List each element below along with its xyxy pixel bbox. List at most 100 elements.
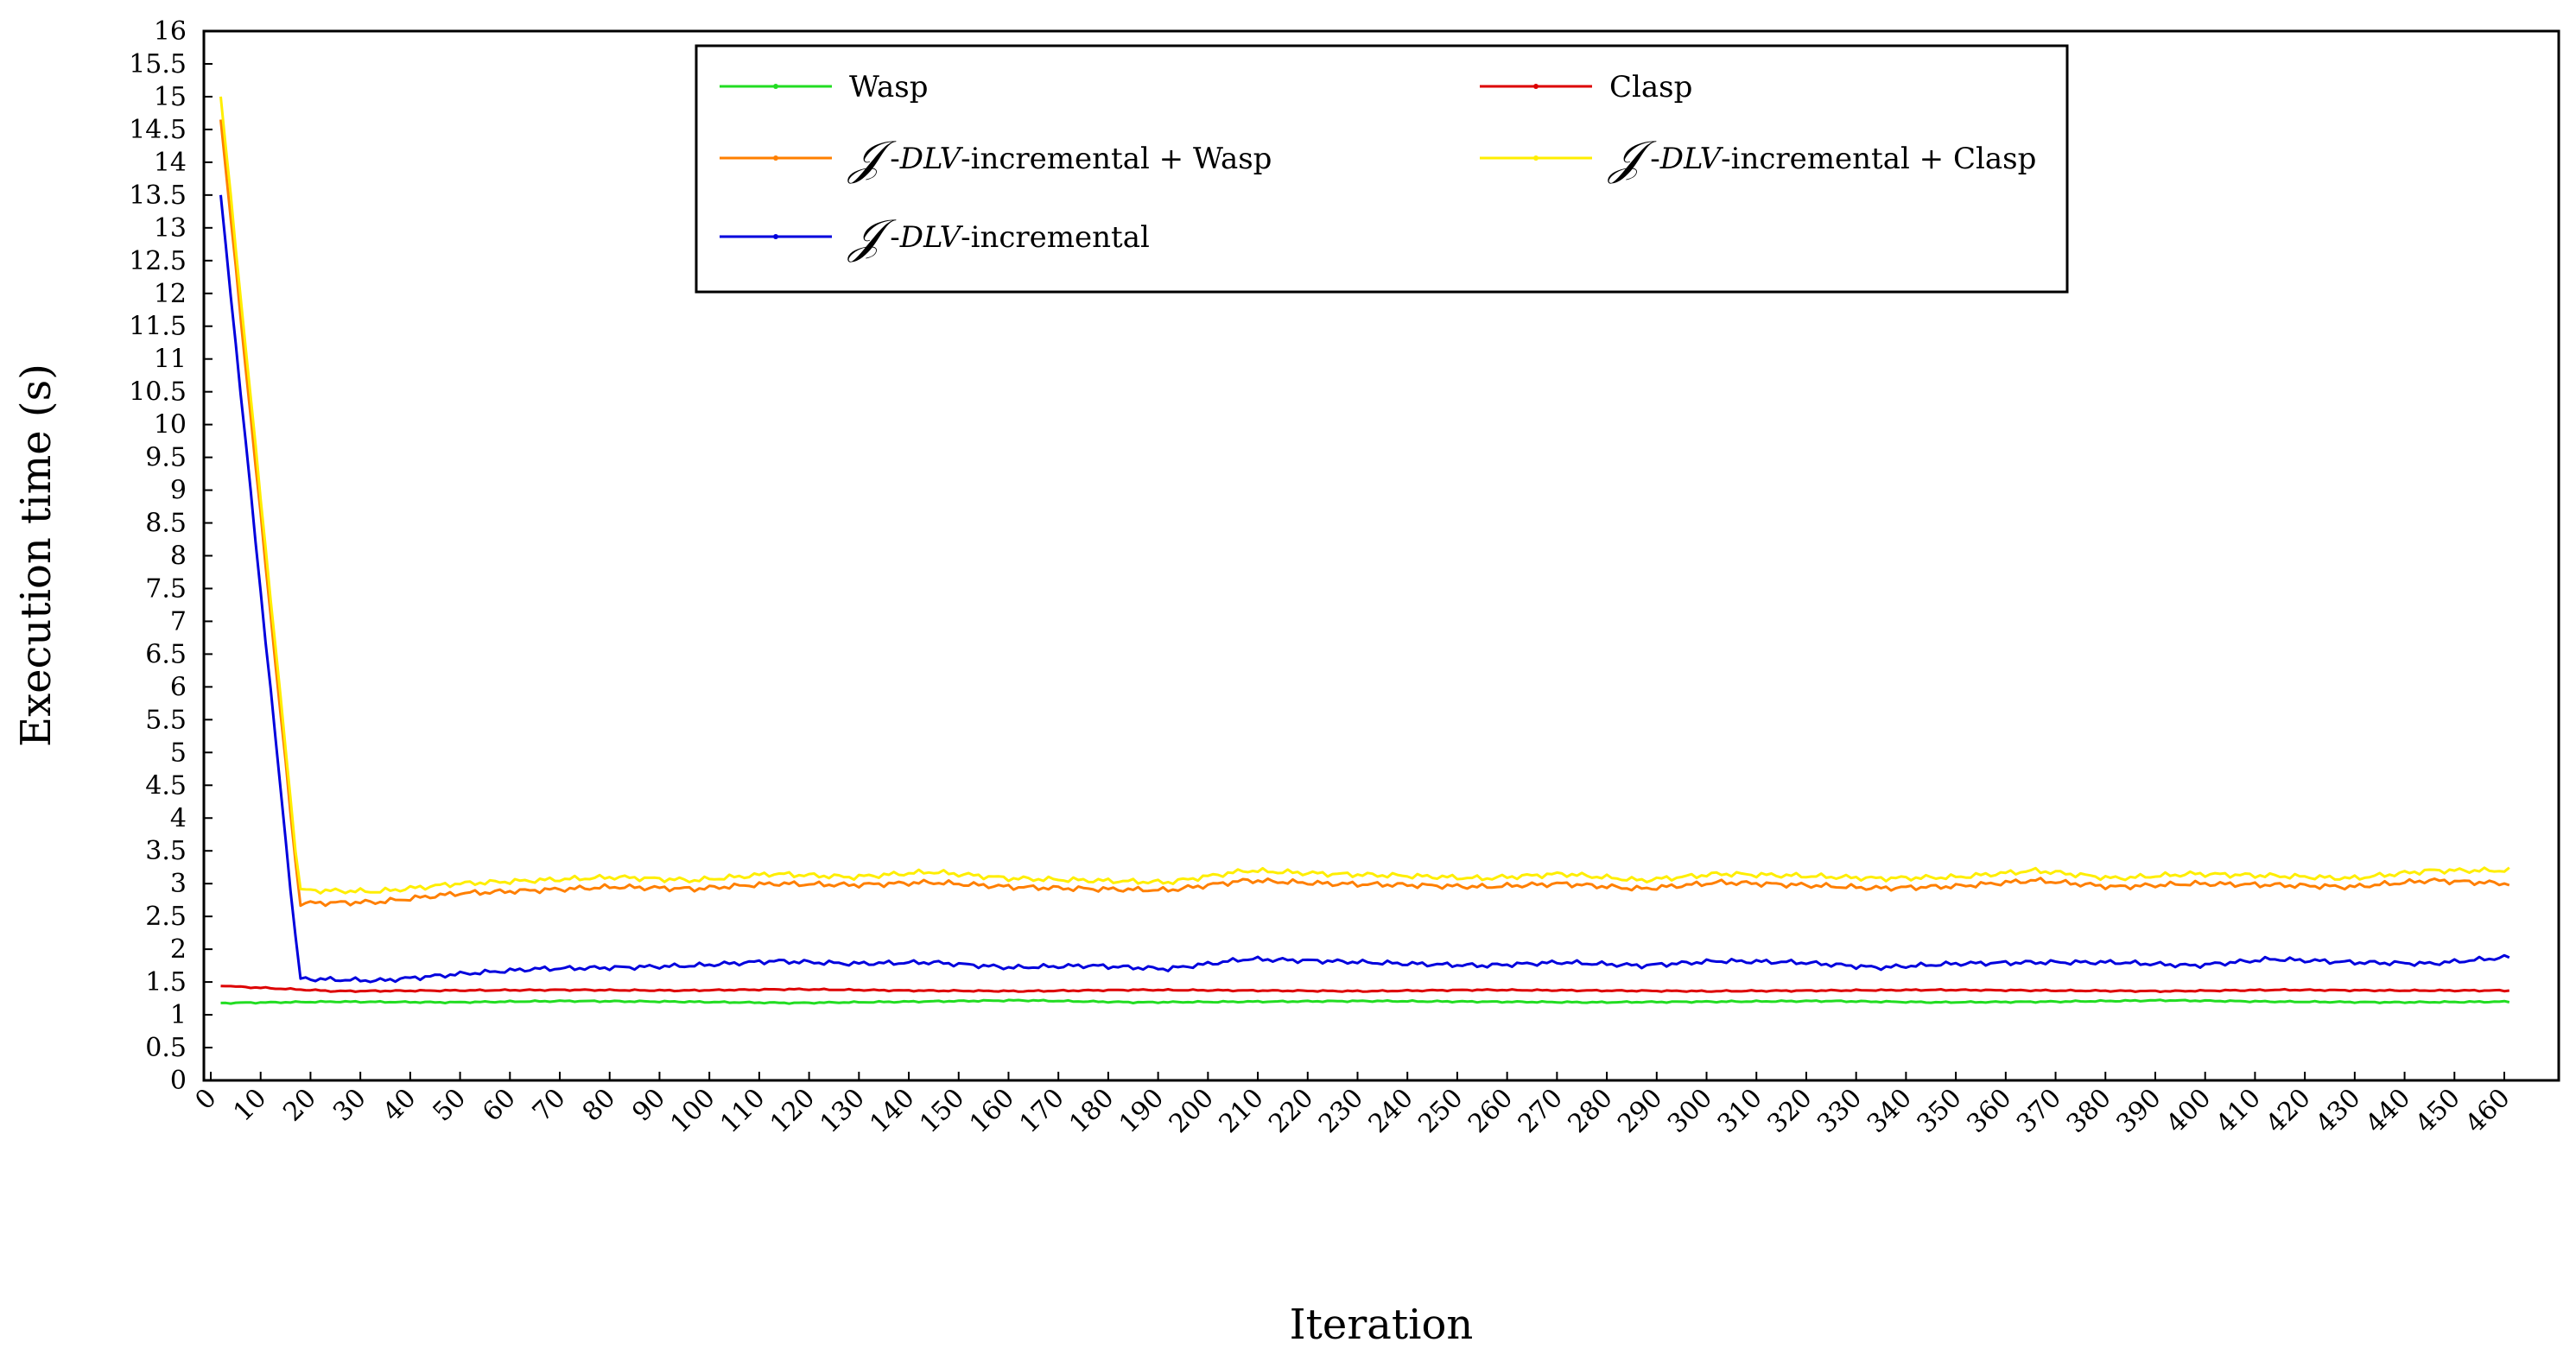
legend-box <box>695 44 2069 294</box>
x-tick-label: 240 <box>1363 1083 1419 1139</box>
y-tick-label: 10 <box>154 410 187 440</box>
y-tick-label: 10.5 <box>129 377 187 408</box>
x-tick-label: 260 <box>1462 1083 1519 1139</box>
x-tick-label: 460 <box>2459 1083 2516 1139</box>
y-axis-title: Execution time (s) <box>12 364 60 747</box>
x-tick-label: 180 <box>1063 1083 1120 1139</box>
x-tick-label: 270 <box>1513 1083 1569 1139</box>
y-tick-label: 15 <box>154 82 187 112</box>
series-line <box>220 985 2509 993</box>
series-group <box>219 96 2510 1005</box>
x-tick-label: 10 <box>228 1083 273 1128</box>
y-tick-label: 3.5 <box>145 836 187 866</box>
series-line <box>220 998 2510 1005</box>
x-tick-label: 160 <box>964 1083 1020 1139</box>
y-tick-label: 15.5 <box>129 49 187 79</box>
x-tick-label: 350 <box>1912 1083 1968 1139</box>
legend-label: Wasp <box>849 70 928 104</box>
x-tick-label: 120 <box>765 1083 821 1139</box>
x-tick-label: 250 <box>1412 1083 1469 1139</box>
y-tick-label: 5.5 <box>145 705 187 735</box>
y-tick-label: 0 <box>170 1066 187 1096</box>
y-tick-label: 6 <box>170 672 187 702</box>
y-tick-label: 12.5 <box>129 246 187 276</box>
legend-dlv: DLV <box>899 220 964 255</box>
y-tick-label: 12 <box>154 279 187 309</box>
legend-dash: - <box>1650 142 1660 176</box>
series-line <box>219 194 2510 984</box>
x-tick-label: 60 <box>477 1083 522 1128</box>
x-tick-label: 130 <box>815 1083 871 1139</box>
x-tick-label: 210 <box>1213 1083 1269 1139</box>
x-tick-label: 90 <box>626 1083 671 1128</box>
series-line <box>219 96 2510 895</box>
y-tick-label: 0.5 <box>145 1033 187 1063</box>
y-tick-label: 14 <box>154 148 187 178</box>
legend-marker <box>1533 84 1539 89</box>
y-tick-label: 7 <box>170 606 187 636</box>
y-tick-label: 5 <box>170 738 187 768</box>
legend: Wasp Clasp 𝒥 -DLV-incremental + Wasp 𝒥 -DLV-i… <box>695 44 2069 294</box>
x-tick-label: 290 <box>1612 1083 1668 1139</box>
x-tick-label: 410 <box>2211 1083 2267 1139</box>
y-tick-label: 6.5 <box>145 639 187 669</box>
x-tick-label: 100 <box>665 1083 721 1139</box>
legend-label-text: -incremental + Wasp <box>961 142 1272 176</box>
x-tick-label: 340 <box>1862 1083 1918 1139</box>
series-line <box>219 119 2510 908</box>
x-tick-label: 310 <box>1712 1083 1768 1139</box>
x-tick-label: 450 <box>2410 1083 2466 1139</box>
legend-dlv: DLV <box>1659 142 1724 176</box>
legend-items: Wasp Clasp 𝒥 -DLV-incremental + Wasp 𝒥 -DLV-i… <box>720 70 2036 263</box>
legend-dash: - <box>890 142 900 176</box>
y-tick-label: 11 <box>154 345 187 375</box>
y-tick-label: 7.5 <box>145 573 187 604</box>
x-tick-label: 50 <box>427 1083 472 1128</box>
x-tick-label: 150 <box>914 1083 970 1139</box>
x-tick-label: 140 <box>864 1083 920 1139</box>
axis-ticks: 00.511.522.533.544.555.566.577.588.599.5… <box>129 16 2516 1139</box>
x-tick-label: 230 <box>1313 1083 1369 1139</box>
legend-label: 𝒥 -DLV-incremental + Clasp <box>1607 130 2036 185</box>
y-tick-label: 13 <box>154 213 187 244</box>
x-tick-label: 390 <box>2110 1083 2167 1139</box>
x-tick-label: 280 <box>1563 1083 1619 1139</box>
x-tick-label: 420 <box>2261 1083 2317 1139</box>
legend-dlv: DLV <box>899 142 964 176</box>
x-tick-label: 30 <box>327 1083 372 1128</box>
y-tick-label: 2.5 <box>145 902 187 932</box>
x-tick-label: 70 <box>527 1083 572 1128</box>
y-tick-label: 11.5 <box>129 312 187 342</box>
y-tick-label: 1 <box>170 1000 187 1030</box>
y-tick-label: 4.5 <box>145 770 187 801</box>
x-tick-label: 80 <box>577 1083 622 1128</box>
legend-marker <box>773 84 778 89</box>
legend-dash: - <box>890 220 900 255</box>
x-tick-label: 360 <box>1961 1083 2017 1139</box>
x-tick-label: 200 <box>1164 1083 1220 1139</box>
x-tick-label: 330 <box>1811 1083 1868 1139</box>
legend-label: Clasp <box>1609 70 1692 104</box>
x-tick-label: 430 <box>2310 1083 2366 1139</box>
x-tick-label: 320 <box>1761 1083 1818 1139</box>
legend-label-text: -incremental + Clasp <box>1721 142 2036 176</box>
x-tick-label: 190 <box>1114 1083 1170 1139</box>
legend-marker <box>1533 155 1539 161</box>
x-tick-label: 380 <box>2061 1083 2117 1139</box>
y-tick-label: 9.5 <box>145 443 187 473</box>
x-tick-label: 220 <box>1263 1083 1319 1139</box>
x-tick-label: 400 <box>2160 1083 2217 1139</box>
y-tick-label: 2 <box>170 934 187 965</box>
legend-marker <box>773 234 778 239</box>
y-tick-label: 3 <box>170 869 187 899</box>
x-tick-label: 170 <box>1014 1083 1070 1139</box>
x-tick-label: 40 <box>378 1083 422 1128</box>
x-tick-label: 300 <box>1662 1083 1718 1139</box>
y-tick-label: 13.5 <box>129 180 187 211</box>
y-tick-label: 14.5 <box>129 115 187 145</box>
x-tick-label: 20 <box>277 1083 322 1128</box>
y-tick-label: 16 <box>154 16 187 47</box>
legend-label: 𝒥 -DLV-incremental + Wasp <box>847 130 1272 185</box>
legend-label-text: -incremental <box>961 220 1150 255</box>
